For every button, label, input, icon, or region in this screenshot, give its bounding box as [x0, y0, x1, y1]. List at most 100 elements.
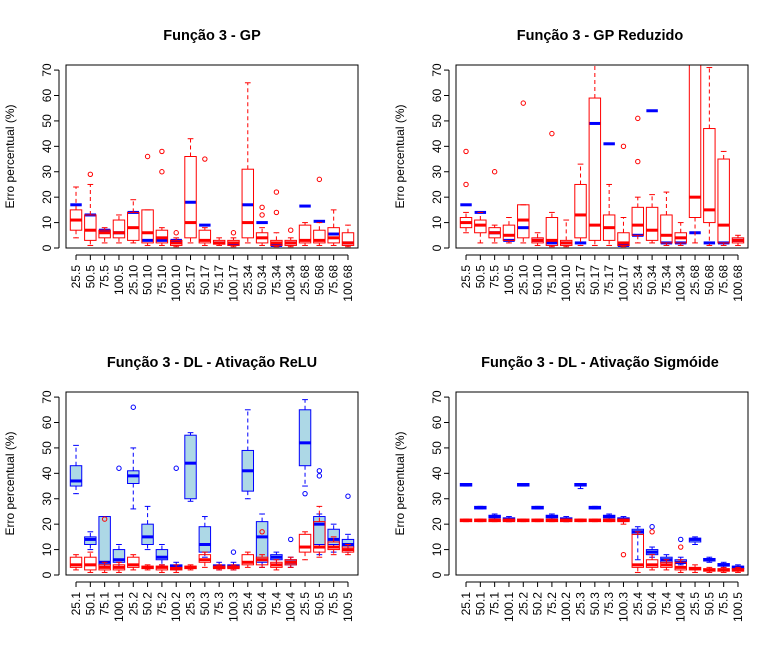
y-axis: 0 10 20 30 40 50 60 70: [40, 63, 60, 251]
box-25.4-2: [241, 551, 255, 568]
box-body: [112, 219, 126, 239]
x-tick-label: 100.10: [169, 265, 183, 302]
chart-title: Função 3 - DL - Ativação Sigmóide: [481, 355, 719, 371]
box-25.2-1: [517, 483, 530, 487]
box-body: [688, 65, 702, 218]
x-tick-label: 25.10: [516, 265, 530, 295]
box-body: [127, 556, 140, 568]
box-50.34-2: [645, 194, 659, 244]
y-tick-label: 0: [430, 244, 444, 251]
x-tick-label: 100.3: [616, 592, 630, 622]
box-100.3-2: [617, 518, 630, 558]
x-tick-label: 25.5: [459, 265, 473, 289]
box-75.17-2: [212, 237, 226, 246]
outlier-point: [202, 156, 208, 162]
x-tick-label: 50.5: [83, 265, 97, 289]
outlier-point: [649, 529, 655, 535]
box-75.4-2: [660, 559, 673, 571]
x-tick-label: 50.5: [702, 592, 716, 616]
chart-panel-4: 0 10 20 30 40 50 60 70 25.1 50.1 75.1 100.1 25.2 50.2…: [393, 355, 749, 622]
outlier-point: [230, 230, 237, 236]
x-tick-label: 75.3: [602, 592, 616, 616]
x-tick-label: 50.17: [198, 265, 212, 295]
box-50.3-2: [198, 551, 212, 568]
y-tick-label: 30: [40, 492, 54, 506]
box-25.1-2: [69, 554, 83, 571]
box-body: [241, 168, 255, 239]
x-tick-label: 100.17: [226, 265, 240, 302]
x-tick-label: 100.68: [341, 265, 355, 302]
x-tick-label: 100.68: [731, 265, 745, 302]
x-tick-label: 75.1: [98, 592, 112, 616]
chart-title: Função 3 - GP Reduzido: [517, 28, 684, 44]
outlier-point: [635, 115, 641, 122]
plot-area: [459, 483, 745, 573]
x-tick-label: 25.17: [574, 265, 588, 295]
outlier-point: [302, 490, 308, 497]
box-body: [545, 217, 559, 246]
box-25.17-2: [574, 163, 587, 246]
box-75.1-1: [98, 516, 111, 568]
box-25.5-1: [688, 536, 702, 545]
box-body: [588, 97, 602, 241]
outlier-point: [316, 468, 323, 474]
box-50.1-2: [474, 518, 487, 523]
box-25.5-1: [298, 399, 312, 497]
box-100.1-2: [502, 518, 516, 523]
outlier-point: [87, 171, 94, 177]
plot-area: [69, 399, 355, 573]
box-50.5-2: [474, 211, 487, 244]
x-tick-label: 100.10: [559, 265, 573, 302]
box-50.3-1: [198, 516, 212, 558]
box-50.5-2: [84, 171, 97, 246]
box-25.5-2: [688, 564, 702, 573]
box-100.5-2: [502, 217, 516, 244]
chart-title: Função 3 - GP: [163, 28, 261, 44]
box-body: [98, 516, 111, 566]
y-tick-label: 50: [40, 441, 54, 455]
box-75.3-2: [212, 564, 226, 571]
outlier-point: [678, 544, 684, 550]
box-100.68-2: [731, 234, 745, 246]
y-tick-label: 0: [40, 244, 54, 251]
x-axis: 25.1 50.1 75.1 100.1 25.2 50.2 75.2 100.2 25.3 50…: [459, 581, 745, 622]
y-axis-label: Erro percentual (%): [393, 431, 407, 535]
box-75.68-2: [327, 209, 340, 246]
box-50.5-1: [703, 556, 716, 563]
x-tick-label: 75.1: [488, 592, 502, 616]
box-100.5-2: [341, 544, 355, 556]
x-tick-label: 75.5: [488, 265, 502, 289]
box-100.2-2: [169, 564, 183, 573]
x-tick-label: 25.5: [298, 592, 312, 616]
box-body: [141, 523, 154, 546]
x-tick-label: 100.34: [674, 265, 688, 302]
box-25.4-2: [631, 531, 645, 573]
x-tick-label: 50.4: [255, 592, 269, 616]
x-axis: 25.5 50.5 75.5 100.5 25.10 50.10 75.10 100.10 25…: [69, 254, 355, 302]
box-25.3-2: [184, 564, 197, 571]
box-75.1-2: [488, 518, 501, 523]
box-75.3-2: [602, 518, 616, 523]
box-25.5-2: [459, 148, 473, 234]
y-tick-label: 10: [40, 543, 54, 557]
x-tick-label: 25.68: [298, 265, 312, 295]
box-100.2-1: [169, 465, 183, 571]
box-75.5-2: [717, 566, 730, 573]
x-tick-label: 50.10: [141, 265, 155, 295]
box-50.10-2: [531, 232, 544, 246]
x-tick-label: 50.4: [645, 592, 659, 616]
outlier-point: [620, 143, 627, 150]
y-axis-label: Erro percentual (%): [3, 104, 17, 208]
box-body: [198, 526, 212, 553]
x-tick-label: 25.68: [688, 265, 702, 295]
x-tick-label: 25.4: [241, 592, 255, 616]
box-25.5-2: [69, 186, 83, 239]
y-tick-label: 50: [40, 114, 54, 128]
y-axis-label: Erro percentual (%): [3, 431, 17, 535]
y-tick-label: 0: [40, 571, 54, 578]
box-75.5-2: [98, 227, 111, 244]
y-axis-label: Erro percentual (%): [393, 104, 407, 208]
plot-area: [69, 82, 355, 248]
box-100.3-2: [227, 564, 240, 571]
x-tick-label: 50.2: [531, 592, 545, 616]
